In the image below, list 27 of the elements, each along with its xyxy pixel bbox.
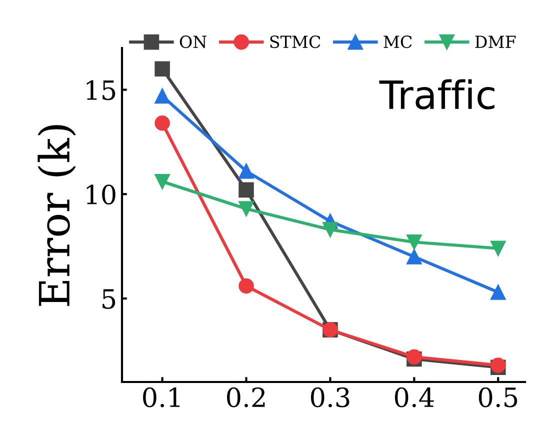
y-axis-title: Error (k) (38, 125, 76, 306)
legend-label: DMF (475, 36, 516, 48)
point (406, 249, 422, 264)
point (490, 284, 506, 300)
x-tick-label: 0.1 (143, 387, 180, 408)
point (238, 201, 254, 216)
point (238, 182, 254, 198)
annotation: Traffic (379, 79, 494, 110)
point (154, 174, 170, 190)
x-tick-label: 0.3 (310, 387, 350, 408)
legend-label: MC (384, 36, 412, 48)
x-tick-label: 0.5 (478, 387, 518, 408)
point (154, 88, 170, 104)
legend-label: ON (180, 36, 206, 48)
y-tick-label: 5 (102, 289, 116, 309)
legend-label: STMC (270, 36, 320, 48)
point (322, 222, 338, 238)
x-tick-label: 0.2 (227, 387, 265, 408)
point (406, 234, 422, 250)
point (490, 240, 506, 256)
point (154, 116, 170, 131)
point (238, 164, 254, 179)
point (238, 278, 254, 294)
point (154, 61, 170, 77)
y-tick-label: 15 (86, 80, 116, 100)
y-tick-label: 10 (86, 184, 116, 205)
x-tick-label: 0.4 (394, 387, 434, 408)
